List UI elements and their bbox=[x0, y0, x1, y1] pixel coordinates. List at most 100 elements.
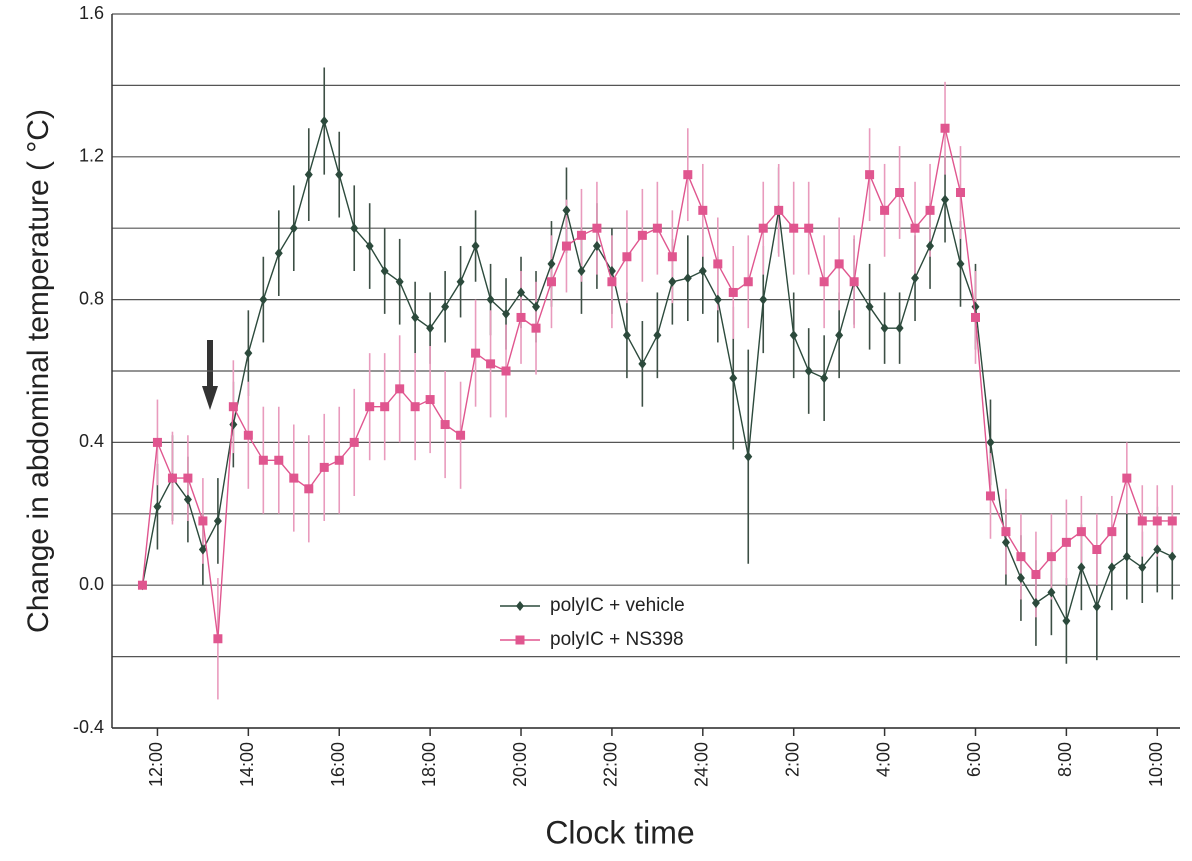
point bbox=[395, 276, 404, 287]
point bbox=[880, 205, 890, 215]
x-tick-label: 18:00 bbox=[419, 742, 439, 787]
point bbox=[259, 294, 268, 305]
point bbox=[971, 301, 980, 312]
point bbox=[607, 277, 617, 287]
point bbox=[198, 516, 208, 526]
point bbox=[638, 358, 647, 369]
point bbox=[1138, 562, 1147, 573]
point bbox=[319, 462, 329, 472]
point bbox=[183, 494, 192, 505]
point bbox=[1001, 527, 1011, 537]
point bbox=[531, 323, 541, 333]
point bbox=[441, 301, 450, 312]
point bbox=[334, 455, 344, 465]
point bbox=[819, 277, 829, 287]
point bbox=[985, 491, 995, 501]
point bbox=[1107, 562, 1116, 573]
point bbox=[517, 287, 526, 298]
point bbox=[320, 116, 329, 127]
point bbox=[743, 277, 753, 287]
point bbox=[274, 455, 284, 465]
point bbox=[228, 402, 238, 412]
point bbox=[729, 373, 738, 384]
point bbox=[532, 301, 541, 312]
point bbox=[1031, 569, 1041, 579]
point bbox=[425, 395, 435, 405]
point bbox=[502, 308, 511, 319]
point bbox=[1077, 562, 1086, 573]
y-tick-label: 0.0 bbox=[79, 574, 104, 594]
x-axis-label: Clock time bbox=[545, 814, 694, 850]
point bbox=[1016, 552, 1026, 562]
point bbox=[349, 437, 359, 447]
y-tick-label: 1.6 bbox=[79, 3, 104, 23]
point bbox=[1046, 552, 1056, 562]
point bbox=[304, 484, 314, 494]
point bbox=[622, 330, 631, 341]
arrow-head bbox=[202, 386, 218, 410]
point bbox=[213, 634, 223, 644]
point bbox=[426, 323, 435, 334]
point bbox=[1061, 537, 1071, 547]
legend-marker bbox=[516, 601, 524, 611]
point bbox=[758, 223, 768, 233]
point bbox=[289, 223, 298, 234]
point bbox=[910, 223, 920, 233]
point bbox=[941, 194, 950, 205]
point bbox=[1016, 573, 1025, 584]
point bbox=[456, 276, 465, 287]
point bbox=[1153, 544, 1162, 555]
point bbox=[350, 223, 359, 234]
point bbox=[820, 373, 829, 384]
point bbox=[683, 273, 692, 284]
point bbox=[411, 312, 420, 323]
point bbox=[516, 312, 526, 322]
point bbox=[546, 277, 556, 287]
point bbox=[835, 330, 844, 341]
point bbox=[865, 301, 874, 312]
point bbox=[229, 419, 238, 430]
point bbox=[1107, 527, 1117, 537]
x-tick-label: 14:00 bbox=[237, 742, 257, 787]
point bbox=[213, 515, 222, 526]
point bbox=[365, 402, 375, 412]
series bbox=[137, 123, 1177, 644]
point bbox=[1168, 551, 1177, 562]
point bbox=[440, 420, 450, 430]
point bbox=[698, 266, 707, 277]
point bbox=[759, 294, 768, 305]
point bbox=[183, 473, 193, 483]
point bbox=[986, 437, 995, 448]
x-tick-label: 22:00 bbox=[601, 742, 621, 787]
point bbox=[380, 266, 389, 277]
point bbox=[592, 241, 601, 252]
legend-marker bbox=[515, 635, 525, 645]
y-tick-label: 0.8 bbox=[79, 288, 104, 308]
point bbox=[653, 330, 662, 341]
x-tick-label: 10:00 bbox=[1146, 742, 1166, 787]
point bbox=[804, 223, 814, 233]
point bbox=[667, 252, 677, 262]
point bbox=[1076, 527, 1086, 537]
point bbox=[274, 248, 283, 259]
point bbox=[395, 384, 405, 394]
point bbox=[1152, 516, 1162, 526]
point bbox=[652, 223, 662, 233]
point bbox=[728, 287, 738, 297]
legend-label: polyIC + NS398 bbox=[550, 629, 684, 650]
point bbox=[1031, 598, 1040, 609]
point bbox=[1047, 587, 1056, 598]
point bbox=[713, 294, 722, 305]
point bbox=[744, 451, 753, 462]
point bbox=[849, 277, 859, 287]
series bbox=[138, 116, 1177, 626]
point bbox=[547, 258, 556, 269]
y-tick-label: 1.2 bbox=[79, 146, 104, 166]
point bbox=[895, 188, 905, 197]
point bbox=[198, 544, 207, 555]
point bbox=[956, 258, 965, 269]
point bbox=[804, 366, 813, 376]
point bbox=[622, 252, 632, 262]
point bbox=[137, 580, 147, 590]
y-tick-label: -0.4 bbox=[73, 717, 104, 737]
